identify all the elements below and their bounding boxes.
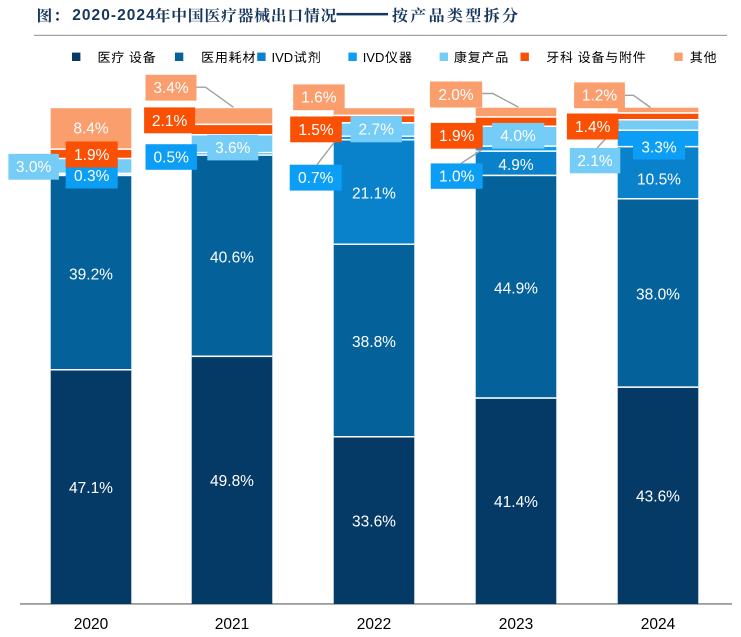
svg-text:40.6%: 40.6%	[210, 249, 254, 266]
svg-text:1.2%: 1.2%	[582, 88, 618, 105]
svg-text:2024: 2024	[641, 616, 676, 633]
svg-text:2.1%: 2.1%	[577, 153, 613, 170]
svg-text:3.6%: 3.6%	[215, 140, 251, 157]
svg-text:1.9%: 1.9%	[439, 128, 475, 145]
svg-text:3.3%: 3.3%	[641, 139, 677, 156]
svg-text:21.1%: 21.1%	[352, 185, 396, 202]
svg-text:4.9%: 4.9%	[498, 157, 534, 174]
svg-text:1.0%: 1.0%	[439, 169, 475, 186]
svg-text:2021: 2021	[215, 616, 249, 633]
svg-text:2.0%: 2.0%	[438, 87, 474, 104]
svg-text:4.0%: 4.0%	[500, 128, 536, 145]
svg-text:1.9%: 1.9%	[74, 147, 110, 164]
svg-text:41.4%: 41.4%	[494, 494, 538, 511]
svg-text:33.6%: 33.6%	[352, 513, 396, 530]
svg-text:47.1%: 47.1%	[69, 480, 113, 497]
svg-text:0.5%: 0.5%	[154, 149, 190, 166]
svg-text:49.8%: 49.8%	[210, 473, 254, 490]
svg-text:43.6%: 43.6%	[636, 489, 680, 506]
svg-text:2020: 2020	[74, 616, 109, 633]
svg-text:3.4%: 3.4%	[153, 80, 189, 97]
svg-text:44.9%: 44.9%	[494, 280, 538, 297]
svg-text:2020-2024: 2020-2024	[72, 7, 156, 24]
svg-text:10.5%: 10.5%	[637, 171, 681, 188]
svg-text:2023: 2023	[499, 616, 533, 633]
svg-text:2022: 2022	[357, 616, 391, 633]
svg-text:1.4%: 1.4%	[575, 119, 611, 136]
svg-text:38.0%: 38.0%	[636, 287, 680, 304]
svg-text:1.5%: 1.5%	[298, 122, 334, 139]
svg-text:3.0%: 3.0%	[16, 159, 52, 176]
svg-text:IVD: IVD	[272, 50, 294, 65]
svg-text:38.8%: 38.8%	[352, 334, 396, 351]
svg-text:39.2%: 39.2%	[69, 266, 113, 283]
svg-text:2.1%: 2.1%	[152, 113, 188, 130]
svg-text:2.7%: 2.7%	[359, 122, 395, 139]
svg-text:IVD: IVD	[363, 50, 385, 65]
svg-text:0.7%: 0.7%	[298, 170, 334, 187]
svg-text:8.4%: 8.4%	[73, 120, 109, 137]
svg-text:0.3%: 0.3%	[74, 168, 110, 185]
svg-text:1.6%: 1.6%	[301, 90, 337, 107]
